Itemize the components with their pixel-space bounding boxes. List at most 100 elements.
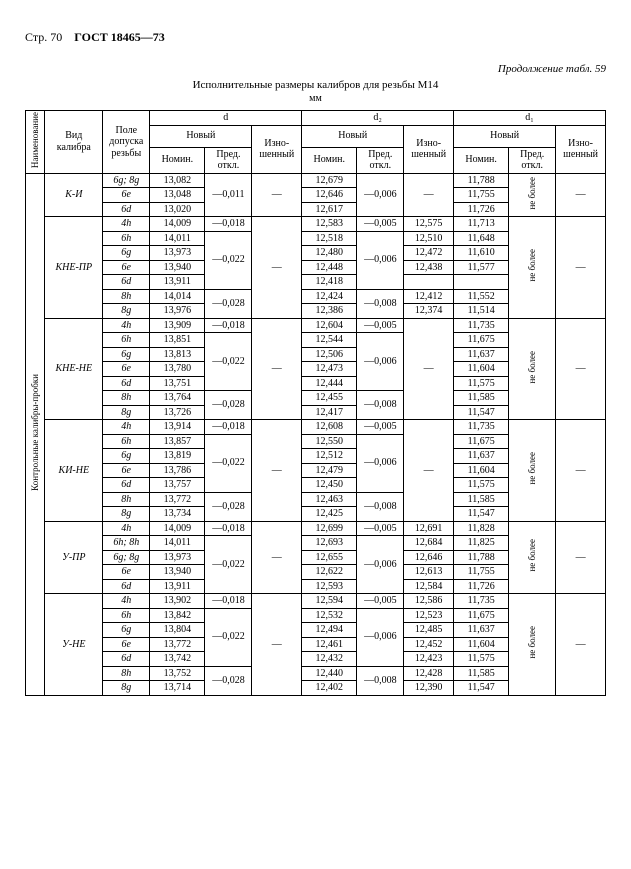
d2-nominal: 12,506 bbox=[302, 347, 357, 362]
gauge-type: КНЕ-ПР bbox=[45, 217, 103, 319]
d-nominal: 13,780 bbox=[150, 362, 205, 377]
table-row: Контрольные калибры-пробкиК-И6g; 8g13,08… bbox=[26, 173, 606, 188]
d2-nominal: 12,646 bbox=[302, 188, 357, 203]
d-nominal: 14,011 bbox=[150, 536, 205, 551]
col-pred: Пред. откл. bbox=[205, 147, 252, 173]
tolerance-field: 8h bbox=[103, 666, 150, 681]
d-nominal: 13,819 bbox=[150, 449, 205, 464]
tolerance-field: 6g bbox=[103, 449, 150, 464]
d1-worn: — bbox=[556, 594, 606, 696]
d2-nominal: 12,455 bbox=[302, 391, 357, 406]
d1-nominal: 11,604 bbox=[454, 637, 509, 652]
d-pred: —0,018 bbox=[205, 217, 252, 232]
table-body: Контрольные калибры-пробкиК-И6g; 8g13,08… bbox=[26, 173, 606, 695]
d-nominal: 13,940 bbox=[150, 565, 205, 580]
d2-pred: —0,005 bbox=[357, 594, 404, 609]
d-nominal: 13,772 bbox=[150, 637, 205, 652]
d2-nominal: 12,450 bbox=[302, 478, 357, 493]
tolerance-field: 6e bbox=[103, 188, 150, 203]
d2-worn: 12,428 bbox=[404, 666, 454, 681]
d2-nominal: 12,604 bbox=[302, 318, 357, 333]
d-nominal: 13,940 bbox=[150, 260, 205, 275]
tolerance-field: 6e bbox=[103, 565, 150, 580]
d2-worn: 12,523 bbox=[404, 608, 454, 623]
d2-nominal: 12,622 bbox=[302, 565, 357, 580]
d1-nominal: 11,755 bbox=[454, 188, 509, 203]
d2-nominal: 12,432 bbox=[302, 652, 357, 667]
d1-nominal: 11,547 bbox=[454, 507, 509, 522]
d2-nominal: 12,424 bbox=[302, 289, 357, 304]
d-nominal: 13,772 bbox=[150, 492, 205, 507]
d2-nominal: 12,593 bbox=[302, 579, 357, 594]
d2-worn: 12,472 bbox=[404, 246, 454, 261]
d2-worn: — bbox=[404, 318, 454, 420]
d1-nominal: 11,788 bbox=[454, 550, 509, 565]
col-novy: Новый bbox=[454, 125, 556, 147]
tolerance-field: 8g bbox=[103, 507, 150, 522]
d2-nominal: 12,473 bbox=[302, 362, 357, 377]
d2-worn bbox=[404, 275, 454, 290]
d1-nominal: 11,575 bbox=[454, 652, 509, 667]
d-nominal: 13,902 bbox=[150, 594, 205, 609]
col-nomin: Номин. bbox=[302, 147, 357, 173]
d1-nominal: 11,585 bbox=[454, 492, 509, 507]
col-d2: d₂ bbox=[302, 111, 454, 126]
continuation-label: Продолжение табл. 59 bbox=[25, 63, 606, 75]
d-nominal: 13,914 bbox=[150, 420, 205, 435]
d-nominal: 13,786 bbox=[150, 463, 205, 478]
d-pred: —0,018 bbox=[205, 521, 252, 536]
d-nominal: 13,851 bbox=[150, 333, 205, 348]
d-pred: —0,022 bbox=[205, 434, 252, 492]
col-pole: Поле допуска резьбы bbox=[103, 111, 150, 174]
d-nominal: 13,911 bbox=[150, 579, 205, 594]
table-row: КИ-НЕ4h13,914—0,018—12,608—0,005—11,735н… bbox=[26, 420, 606, 435]
d-pred: —0,018 bbox=[205, 318, 252, 333]
d1-pred: не более bbox=[509, 318, 556, 420]
col-pred: Пред. откл. bbox=[509, 147, 556, 173]
d2-pred: —0,008 bbox=[357, 289, 404, 318]
d-pred: —0,011 bbox=[205, 173, 252, 217]
d1-nominal: 11,604 bbox=[454, 362, 509, 377]
col-izn: Изно-шенный bbox=[252, 125, 302, 173]
col-naim: Наименование bbox=[30, 112, 40, 168]
gauge-type: У-НЕ bbox=[45, 594, 103, 696]
d2-pred: —0,005 bbox=[357, 420, 404, 435]
d-worn: — bbox=[252, 594, 302, 696]
d-nominal: 13,973 bbox=[150, 246, 205, 261]
tolerance-field: 6g; 8g bbox=[103, 173, 150, 188]
d2-nominal: 12,693 bbox=[302, 536, 357, 551]
d1-nominal: 11,648 bbox=[454, 231, 509, 246]
d1-nominal: 11,637 bbox=[454, 623, 509, 638]
table-row: КНЕ-ПР4h14,009—0,018—12,583—0,00512,5751… bbox=[26, 217, 606, 232]
tolerance-field: 6d bbox=[103, 376, 150, 391]
tolerance-field: 6g; 8g bbox=[103, 550, 150, 565]
d-nominal: 14,011 bbox=[150, 231, 205, 246]
gauge-type: КИ-НЕ bbox=[45, 420, 103, 522]
d2-worn: 12,586 bbox=[404, 594, 454, 609]
d1-nominal: 11,604 bbox=[454, 463, 509, 478]
d-nominal: 13,726 bbox=[150, 405, 205, 420]
d1-nominal: 11,735 bbox=[454, 594, 509, 609]
d2-nominal: 12,494 bbox=[302, 623, 357, 638]
tolerance-field: 8h bbox=[103, 289, 150, 304]
tolerance-field: 4h bbox=[103, 594, 150, 609]
table-row: У-НЕ4h13,902—0,018—12,594—0,00512,58611,… bbox=[26, 594, 606, 609]
d2-pred: —0,006 bbox=[357, 608, 404, 666]
tolerance-field: 4h bbox=[103, 521, 150, 536]
d-nominal: 13,973 bbox=[150, 550, 205, 565]
table-row: КНЕ-НЕ4h13,909—0,018—12,604—0,005—11,735… bbox=[26, 318, 606, 333]
d-worn: — bbox=[252, 217, 302, 319]
d-pred: —0,028 bbox=[205, 289, 252, 318]
d-nominal: 13,048 bbox=[150, 188, 205, 203]
d-nominal: 13,714 bbox=[150, 681, 205, 696]
d1-nominal: 11,675 bbox=[454, 434, 509, 449]
d1-nominal: 11,788 bbox=[454, 173, 509, 188]
d1-nominal: 11,675 bbox=[454, 333, 509, 348]
d2-nominal: 12,518 bbox=[302, 231, 357, 246]
d2-nominal: 12,440 bbox=[302, 666, 357, 681]
d2-nominal: 12,480 bbox=[302, 246, 357, 261]
d2-nominal: 12,532 bbox=[302, 608, 357, 623]
d1-nominal: 11,552 bbox=[454, 289, 509, 304]
col-d: d bbox=[150, 111, 302, 126]
d2-nominal: 12,402 bbox=[302, 681, 357, 696]
